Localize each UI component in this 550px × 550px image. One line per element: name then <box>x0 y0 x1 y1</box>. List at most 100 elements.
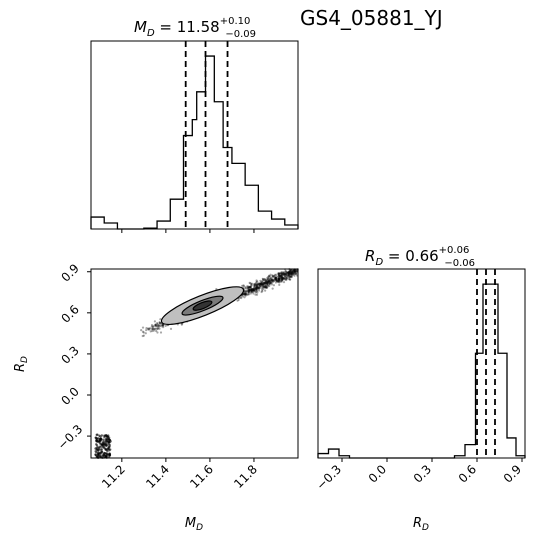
scatter-frame <box>90 268 299 459</box>
scatter-point <box>277 272 281 276</box>
scatter-point <box>154 323 157 326</box>
scatter-point <box>281 277 284 280</box>
scatter-x-label: MD <box>185 516 203 533</box>
scatter-point <box>265 286 269 289</box>
scatter-point <box>282 276 286 280</box>
scatter-point <box>266 281 269 284</box>
scatter-point <box>263 278 266 281</box>
scatter-point <box>248 288 252 292</box>
scatter-point <box>283 272 286 275</box>
scatter-point <box>289 275 293 278</box>
scatter-point <box>244 292 247 296</box>
scatter-point <box>146 327 150 330</box>
scatter-point <box>278 274 281 278</box>
scatter-point <box>162 326 165 329</box>
scatter-point <box>288 272 291 275</box>
scatter-point <box>256 282 260 285</box>
scatter-point <box>283 278 286 281</box>
scatter-point <box>285 271 288 274</box>
scatter-point <box>270 279 273 282</box>
scatter-point <box>278 275 281 278</box>
scatter-point <box>253 290 256 293</box>
scatter-point <box>261 281 264 284</box>
scatter-point <box>279 272 283 275</box>
scatter-point <box>156 327 159 331</box>
scatter-y-tick-label: 0.3 <box>58 343 81 366</box>
scatter-point <box>275 275 278 278</box>
scatter-point <box>158 324 161 327</box>
scatter-point <box>249 292 252 295</box>
scatter-point <box>265 286 268 289</box>
scatter-point <box>290 275 293 278</box>
scatter-point <box>287 271 290 274</box>
scatter-point <box>277 279 280 282</box>
scatter-point <box>261 286 265 289</box>
scatter-point <box>274 276 277 279</box>
scatter-point <box>251 289 254 292</box>
scatter-point <box>270 279 273 282</box>
scatter-point <box>269 280 272 283</box>
scatter-point <box>255 288 258 291</box>
scatter-point <box>104 447 107 450</box>
scatter-point <box>266 281 269 284</box>
scatter-point <box>293 269 296 272</box>
histogram-rd-title: RD = 0.66+0.06 −0.06 <box>365 245 475 269</box>
scatter-point <box>266 276 269 279</box>
scatter-point <box>159 321 162 325</box>
scatter-point <box>243 293 247 297</box>
scatter-point <box>252 289 255 292</box>
scatter-point <box>256 283 259 286</box>
scatter-point <box>261 283 264 287</box>
scatter-point <box>269 273 272 276</box>
scatter-point <box>261 278 265 281</box>
scatter-point <box>268 282 271 286</box>
scatter-point <box>95 448 98 451</box>
scatter-point <box>156 323 160 327</box>
scatter-point <box>291 272 295 275</box>
scatter-point <box>264 279 267 282</box>
scatter-point <box>169 327 173 330</box>
scatter-point <box>155 325 159 328</box>
scatter-point <box>281 279 284 282</box>
scatter-point <box>256 285 259 288</box>
scatter-point <box>106 435 109 438</box>
scatter-point <box>268 280 271 283</box>
scatter-point <box>249 290 252 294</box>
scatter-point <box>255 284 259 287</box>
scatter-point <box>256 289 259 292</box>
histogram-rd-panel: −0.3 0.0 0.3 0.6 0.9 RD = 0.66+0.06 −0.06 RD <box>314 245 526 533</box>
scatter-point <box>267 278 270 281</box>
scatter-point <box>160 323 164 327</box>
scatter-point <box>252 287 256 290</box>
scatter-point <box>250 288 253 291</box>
scatter-point <box>264 279 267 282</box>
scatter-point <box>293 270 297 273</box>
scatter-point <box>250 283 253 286</box>
scatter-point <box>274 278 277 281</box>
scatter-point <box>242 284 245 288</box>
scatter-point <box>260 283 263 286</box>
scatter-point <box>288 270 291 273</box>
scatter-point <box>278 281 281 284</box>
scatter-point <box>259 279 262 282</box>
scatter-point <box>106 447 110 450</box>
scatter-point <box>249 285 252 289</box>
scatter-point <box>254 284 258 287</box>
scatter-point <box>241 284 244 287</box>
scatter-point <box>260 283 263 286</box>
scatter-point <box>264 285 267 288</box>
scatter-point <box>100 443 104 446</box>
scatter-point <box>255 286 258 289</box>
scatter-point <box>284 272 288 275</box>
scatter-point <box>278 278 281 281</box>
scatter-point <box>236 299 239 302</box>
scatter-point <box>281 276 284 279</box>
scatter-y-tick-label: 0.6 <box>58 302 81 325</box>
scatter-point <box>263 286 267 289</box>
scatter-point <box>282 273 285 277</box>
scatter-point <box>289 271 293 274</box>
scatter-point <box>102 440 106 443</box>
scatter-point <box>157 324 160 327</box>
scatter-point <box>105 452 108 455</box>
scatter-point <box>277 273 280 277</box>
